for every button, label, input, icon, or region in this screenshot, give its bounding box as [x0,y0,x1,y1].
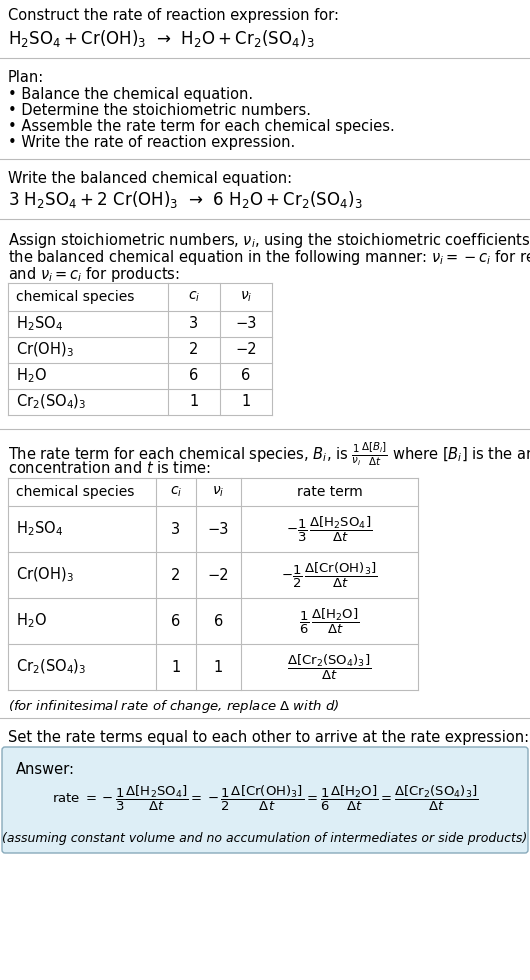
Text: 6: 6 [189,368,199,383]
Text: 2: 2 [189,342,199,358]
Text: $\dfrac{1}{6}\,\dfrac{\Delta[\mathrm{H_2O}]}{\Delta t}$: $\dfrac{1}{6}\,\dfrac{\Delta[\mathrm{H_2… [299,607,360,636]
Text: 3: 3 [171,521,181,536]
Text: $\dfrac{\Delta[\mathrm{Cr_2(SO_4)_3}]}{\Delta t}$: $\dfrac{\Delta[\mathrm{Cr_2(SO_4)_3}]}{\… [287,653,372,682]
Text: 6: 6 [241,368,251,383]
Text: 1: 1 [241,395,251,410]
Text: Plan:: Plan: [8,70,44,85]
Text: (assuming constant volume and no accumulation of intermediates or side products): (assuming constant volume and no accumul… [2,832,528,845]
Text: • Balance the chemical equation.: • Balance the chemical equation. [8,87,253,102]
Text: −2: −2 [235,342,257,358]
Text: 1: 1 [214,660,223,674]
Text: rate $= -\dfrac{1}{3}\dfrac{\Delta[\mathrm{H_2SO_4}]}{\Delta t} = -\dfrac{1}{2}\: rate $= -\dfrac{1}{3}\dfrac{\Delta[\math… [52,783,478,812]
Text: The rate term for each chemical species, $B_i$, is $\frac{1}{\nu_i}\frac{\Delta[: The rate term for each chemical species,… [8,441,530,468]
Text: 3: 3 [189,317,199,331]
Text: 6: 6 [214,613,223,628]
Text: $\mathrm{H_2SO_4}$: $\mathrm{H_2SO_4}$ [16,519,63,538]
FancyBboxPatch shape [2,747,528,853]
Text: $\mathrm{Cr_2(SO_4)_3}$: $\mathrm{Cr_2(SO_4)_3}$ [16,393,86,412]
Text: $c_i$: $c_i$ [170,485,182,499]
Text: 6: 6 [171,613,181,628]
Text: • Assemble the rate term for each chemical species.: • Assemble the rate term for each chemic… [8,119,395,134]
Text: $c_i$: $c_i$ [188,290,200,304]
Text: • Determine the stoichiometric numbers.: • Determine the stoichiometric numbers. [8,103,311,118]
Text: chemical species: chemical species [16,485,135,499]
Text: $-\dfrac{1}{2}\,\dfrac{\Delta[\mathrm{Cr(OH)_3}]}{\Delta t}$: $-\dfrac{1}{2}\,\dfrac{\Delta[\mathrm{Cr… [281,561,378,590]
Text: $\mathrm{H_2SO_4 + Cr(OH)_3}$  →  $\mathrm{H_2O + Cr_2(SO_4)_3}$: $\mathrm{H_2SO_4 + Cr(OH)_3}$ → $\mathrm… [8,28,315,49]
Text: Assign stoichiometric numbers, $\nu_i$, using the stoichiometric coefficients, $: Assign stoichiometric numbers, $\nu_i$, … [8,231,530,250]
Text: $-\dfrac{1}{3}\,\dfrac{\Delta[\mathrm{H_2SO_4}]}{\Delta t}$: $-\dfrac{1}{3}\,\dfrac{\Delta[\mathrm{H_… [286,514,373,544]
Text: 1: 1 [171,660,181,674]
Text: $\mathrm{Cr(OH)_3}$: $\mathrm{Cr(OH)_3}$ [16,565,74,584]
Text: $\nu_i$: $\nu_i$ [213,485,225,499]
Text: $\mathrm{Cr(OH)_3}$: $\mathrm{Cr(OH)_3}$ [16,341,74,360]
Text: $\mathrm{H_2O}$: $\mathrm{H_2O}$ [16,612,47,630]
Text: concentration and $t$ is time:: concentration and $t$ is time: [8,460,211,476]
Text: chemical species: chemical species [16,290,135,304]
Text: Set the rate terms equal to each other to arrive at the rate expression:: Set the rate terms equal to each other t… [8,730,529,745]
Text: 2: 2 [171,567,181,582]
Text: rate term: rate term [297,485,363,499]
Text: Construct the rate of reaction expression for:: Construct the rate of reaction expressio… [8,8,339,23]
Text: $\nu_i$: $\nu_i$ [240,290,252,304]
Text: (for infinitesimal rate of change, replace $\Delta$ with $d$): (for infinitesimal rate of change, repla… [8,698,340,715]
Text: and $\nu_i = c_i$ for products:: and $\nu_i = c_i$ for products: [8,265,180,284]
Text: −2: −2 [208,567,229,582]
Text: the balanced chemical equation in the following manner: $\nu_i = -c_i$ for react: the balanced chemical equation in the fo… [8,248,530,267]
Text: $\mathrm{Cr_2(SO_4)_3}$: $\mathrm{Cr_2(SO_4)_3}$ [16,658,86,676]
Text: $\mathrm{H_2SO_4}$: $\mathrm{H_2SO_4}$ [16,315,63,333]
Text: • Write the rate of reaction expression.: • Write the rate of reaction expression. [8,135,295,150]
Text: −3: −3 [235,317,257,331]
Text: Answer:: Answer: [16,762,75,777]
Text: $\mathrm{H_2O}$: $\mathrm{H_2O}$ [16,367,47,385]
Text: −3: −3 [208,521,229,536]
Text: 1: 1 [189,395,199,410]
Text: $\mathrm{3\ H_2SO_4 + 2\ Cr(OH)_3}$  →  $\mathrm{6\ H_2O + Cr_2(SO_4)_3}$: $\mathrm{3\ H_2SO_4 + 2\ Cr(OH)_3}$ → $\… [8,189,363,210]
Text: Write the balanced chemical equation:: Write the balanced chemical equation: [8,171,292,186]
